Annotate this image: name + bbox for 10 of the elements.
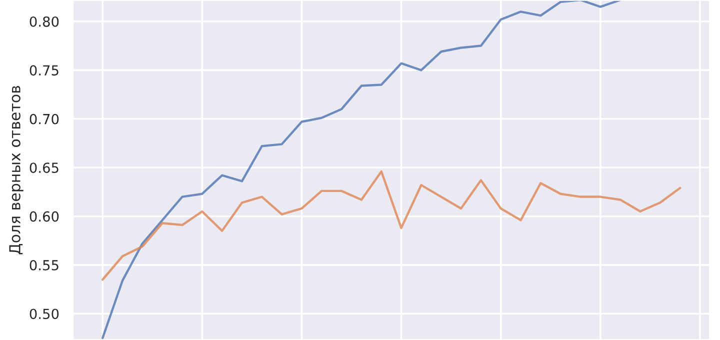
y-tick-label: 0.65: [30, 162, 58, 173]
y-tick-label: 0.60: [30, 211, 59, 222]
y-axis-title: Доля верных ответов: [9, 86, 24, 254]
line-series: [101, 170, 682, 281]
y-tick-label: 0.80: [30, 16, 59, 27]
y-tick-label: 0.70: [30, 114, 59, 124]
y-tick-label: 0.75: [30, 65, 58, 76]
y-tick-label: 0.55: [30, 260, 58, 270]
line-series: [101, 0, 622, 340]
y-tick-label: 0.50: [30, 308, 59, 320]
